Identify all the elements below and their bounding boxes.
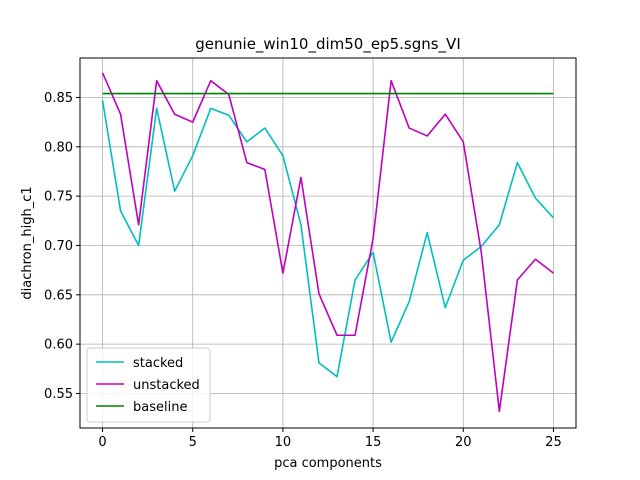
y-axis: 0.55 0.60 0.65 0.70 0.75 0.80 0.85 (44, 91, 80, 402)
x-tick-label: 10 (275, 435, 292, 450)
x-axis: 0 5 10 15 20 25 (98, 428, 562, 450)
y-tick-label: 0.75 (44, 190, 73, 205)
y-tick-label: 0.70 (44, 239, 73, 254)
legend-box (86, 347, 211, 423)
y-tick-label: 0.55 (44, 387, 73, 402)
y-axis-label: diachron_high_c1 (20, 186, 35, 299)
x-tick-label: 15 (365, 435, 382, 450)
series-line-stacked (101, 100, 555, 378)
x-tick-label: 5 (189, 435, 197, 450)
plot-frame (79, 57, 577, 429)
y-tick-label: 0.80 (44, 140, 73, 155)
grid-lines (80, 58, 576, 428)
legend-label-stacked: stacked (133, 356, 183, 371)
y-tick-label: 0.85 (44, 91, 73, 106)
x-tick-label: 20 (455, 435, 472, 450)
chart-title: genunie_win10_dim50_ep5.sgns_VI (195, 35, 461, 54)
legend-label-unstacked: unstacked (133, 378, 200, 393)
y-tick-label: 0.60 (44, 338, 73, 353)
legend-label-baseline: baseline (133, 400, 187, 415)
x-axis-label: pca components (274, 456, 382, 471)
series-line-unstacked (101, 72, 554, 413)
legend: stacked unstacked baseline (86, 347, 211, 423)
x-tick-label: 0 (98, 435, 106, 450)
y-tick-label: 0.65 (44, 288, 73, 303)
x-tick-label: 25 (545, 435, 562, 450)
series-lines (101, 72, 555, 413)
